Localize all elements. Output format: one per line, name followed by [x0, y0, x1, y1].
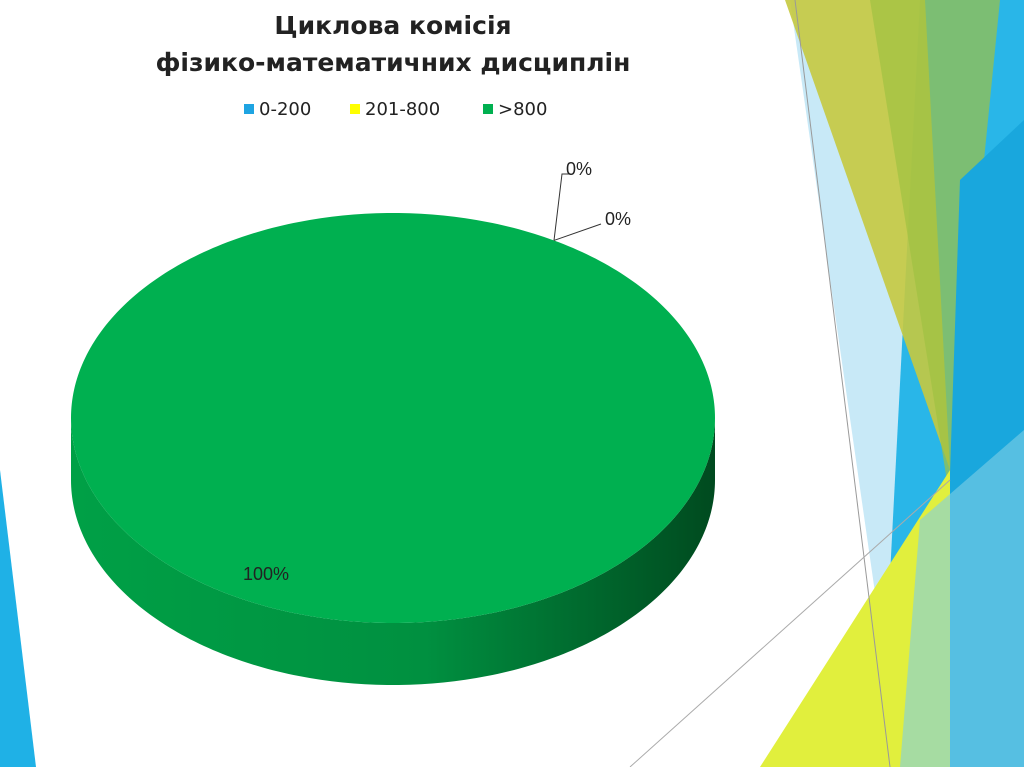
legend-swatch: [244, 104, 254, 114]
data-label: 100%: [243, 564, 289, 584]
leader-line: [553, 223, 602, 241]
data-label: 0%: [566, 159, 592, 179]
leader-line: [553, 173, 570, 241]
data-label: 0%: [605, 209, 631, 229]
pie-side: [71, 418, 715, 685]
legend-label: 0-200: [259, 99, 311, 120]
legend-swatch: [350, 104, 360, 114]
chart-title: фізико-математичних дисциплін: [156, 48, 631, 77]
legend-label: 201-800: [365, 99, 440, 120]
pie-slice: [71, 213, 715, 623]
chart-title: Циклова комісія: [274, 11, 511, 40]
legend-label: >800: [498, 99, 547, 120]
legend-swatch: [483, 104, 493, 114]
